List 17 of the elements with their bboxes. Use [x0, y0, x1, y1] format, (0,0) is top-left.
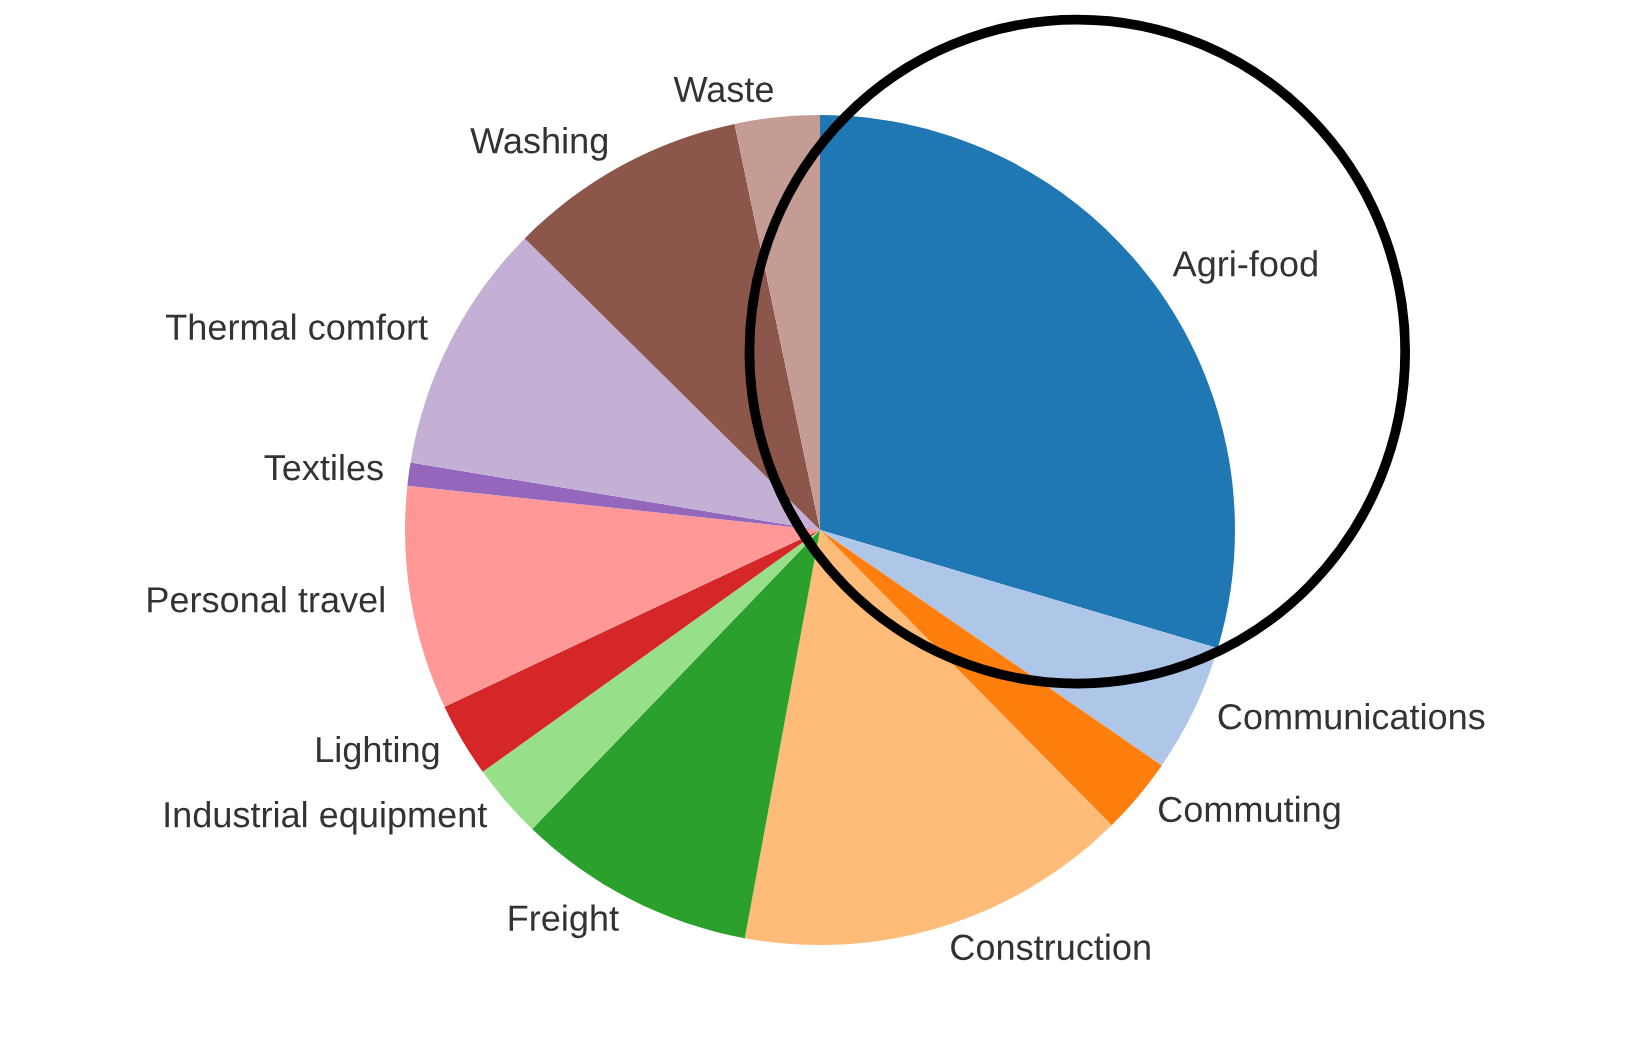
slice-label: Commuting	[1159, 795, 1340, 830]
slice-label: Waste	[673, 76, 773, 103]
slice-label: Industrial equipment	[165, 800, 488, 835]
pie-slice	[405, 485, 820, 707]
slice-label: Communications	[1218, 702, 1485, 730]
slice-label: Lighting	[317, 735, 439, 770]
pie-slice	[407, 462, 820, 530]
pie-slice	[820, 530, 1218, 766]
pie-slice	[734, 115, 820, 530]
slice-label: Thermal comfort	[166, 313, 428, 340]
slice-label: Construction	[951, 933, 1150, 961]
slice-label: Textiles	[264, 453, 383, 481]
slice-label: Freight	[509, 904, 619, 939]
slice-label: Agri-food	[1172, 250, 1317, 284]
slice-label: Personal travel	[148, 586, 384, 613]
pie-slice	[444, 530, 820, 772]
slice-label: Washing	[470, 127, 607, 161]
